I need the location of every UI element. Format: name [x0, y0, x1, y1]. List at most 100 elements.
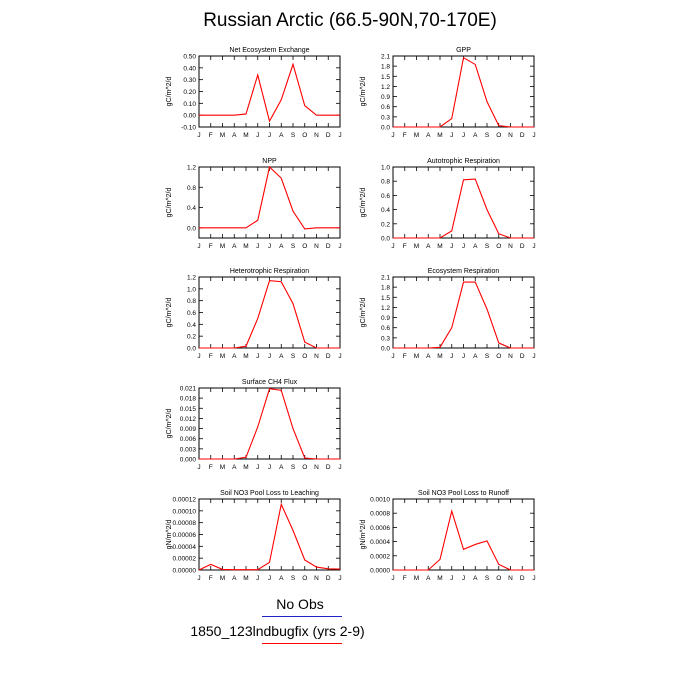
x-tick-label-npp: J	[338, 243, 341, 250]
legend-label-model: 1850_123lndbugfix (yrs 2-9)	[190, 623, 365, 639]
x-tick-label-nee: M	[220, 132, 225, 139]
x-tick-label-ar: A	[426, 243, 431, 250]
series-line-hr	[199, 279, 340, 349]
plot-frame-hr	[198, 276, 341, 349]
y-tick-label-er: 0.0	[381, 346, 390, 353]
plot-frame-er	[392, 276, 535, 349]
x-tick-label-gpp: J	[450, 132, 453, 139]
x-tick-label-no3runoff: N	[508, 575, 513, 582]
y-tick-label-hr: 1.0	[187, 286, 196, 293]
page-title: Russian Arctic (66.5-90N,70-170E)	[203, 10, 497, 31]
x-tick-label-ar: A	[473, 243, 478, 250]
y-axis-label-no3runoff: gN/m^2/d	[360, 520, 367, 550]
series-line-no3leach	[198, 502, 341, 571]
x-tick-label-no3runoff: S	[485, 575, 490, 582]
x-tick-label-er: A	[473, 353, 478, 360]
x-tick-label-er: M	[414, 353, 419, 360]
x-tick-label-gpp: J	[462, 132, 465, 139]
chart-title-hr: Heterotrophic Respiration	[230, 268, 309, 275]
x-tick-label-hr: J	[338, 353, 341, 360]
x-tick-label-ar: D	[520, 243, 525, 250]
y-tick-label-nee: 0.20	[183, 89, 196, 96]
x-tick-label-gpp: J	[391, 132, 394, 139]
x-tick-label-ar: F	[403, 243, 407, 250]
x-tick-label-nee: J	[268, 132, 271, 139]
x-tick-label-gpp: J	[532, 132, 535, 139]
x-tick-label-ar: N	[508, 243, 513, 250]
y-axis-label-gpp: gC/m^2/d	[360, 77, 367, 107]
x-tick-label-no3runoff: A	[473, 575, 478, 582]
x-tick-label-ar: O	[496, 243, 501, 250]
y-tick-label-npp: 1.2	[187, 165, 196, 172]
x-tick-label-npp: J	[256, 243, 259, 250]
y-tick-label-hr: 1.2	[187, 275, 196, 282]
x-tick-label-gpp: O	[496, 132, 501, 139]
x-tick-label-ch4: O	[302, 464, 307, 471]
x-tick-label-ch4: A	[279, 464, 284, 471]
x-tick-label-npp: O	[302, 243, 307, 250]
x-tick-label-no3runoff: M	[437, 575, 442, 582]
plot-frame-ar	[392, 166, 535, 239]
y-tick-label-er: 2.1	[381, 275, 390, 282]
y-tick-label-gpp: 0.3	[381, 114, 390, 121]
y-tick-label-er: 1.5	[381, 295, 390, 302]
x-tick-label-nee: J	[197, 132, 200, 139]
x-tick-label-hr: J	[197, 353, 200, 360]
y-tick-label-no3runoff: 0.0000	[370, 568, 390, 575]
chart-title-nee: Net Ecosystem Exchange	[229, 47, 309, 54]
chart-title-no3runoff: Soil NO3 Pool Loss to Runoff	[418, 490, 509, 497]
plot-frame-gpp	[392, 55, 535, 128]
y-tick-label-nee: -0.10	[181, 125, 196, 132]
x-tick-label-er: S	[485, 353, 490, 360]
x-tick-label-npp: M	[243, 243, 248, 250]
series-line-er	[393, 281, 534, 349]
x-tick-label-npp: F	[209, 243, 213, 250]
y-axis-label-ch4: gC/m^2/d	[166, 409, 173, 439]
x-tick-label-hr: J	[256, 353, 259, 360]
x-tick-label-gpp: S	[485, 132, 490, 139]
x-tick-label-ch4: J	[197, 464, 200, 471]
x-tick-label-no3leach: A	[279, 575, 284, 582]
x-tick-label-npp: S	[291, 243, 296, 250]
x-tick-label-nee: M	[243, 132, 248, 139]
x-tick-label-no3runoff: M	[414, 575, 419, 582]
legend-label-obs: No Obs	[276, 596, 324, 612]
y-tick-label-no3runoff: 0.0010	[370, 497, 390, 504]
x-tick-label-nee: S	[291, 132, 296, 139]
x-tick-label-hr: M	[220, 353, 225, 360]
x-tick-label-ch4: J	[268, 464, 271, 471]
y-tick-label-hr: 0.0	[187, 346, 196, 353]
x-tick-label-nee: J	[338, 132, 341, 139]
x-tick-label-no3runoff: F	[403, 575, 407, 582]
plot-frame-ch4	[198, 387, 341, 460]
x-tick-label-ar: J	[391, 243, 394, 250]
y-tick-label-no3runoff: 0.0002	[370, 553, 390, 560]
x-tick-label-hr: A	[279, 353, 284, 360]
x-tick-label-gpp: A	[473, 132, 478, 139]
x-tick-label-no3runoff: J	[532, 575, 535, 582]
y-tick-label-no3leach: 0.00010	[173, 508, 197, 515]
y-axis-label-ar: gC/m^2/d	[360, 188, 367, 218]
y-tick-label-ch4: 0.003	[180, 446, 197, 453]
x-tick-label-nee: O	[302, 132, 307, 139]
y-tick-label-hr: 0.8	[187, 298, 196, 305]
x-tick-label-no3leach: M	[220, 575, 225, 582]
x-tick-label-no3runoff: O	[496, 575, 501, 582]
x-tick-label-ch4: N	[314, 464, 319, 471]
legend-line-model	[262, 643, 342, 644]
x-tick-label-gpp: M	[414, 132, 419, 139]
x-tick-label-no3leach: F	[209, 575, 213, 582]
y-tick-label-er: 0.3	[381, 335, 390, 342]
x-tick-label-npp: D	[326, 243, 331, 250]
chart-title-gpp: GPP	[456, 47, 471, 54]
x-tick-label-hr: S	[291, 353, 296, 360]
x-tick-label-ch4: M	[243, 464, 248, 471]
y-tick-label-gpp: 0.6	[381, 104, 390, 111]
x-tick-label-er: F	[403, 353, 407, 360]
x-tick-label-nee: F	[209, 132, 213, 139]
x-tick-label-hr: M	[243, 353, 248, 360]
x-tick-label-ch4: J	[338, 464, 341, 471]
y-tick-label-nee: 0.50	[183, 54, 196, 61]
y-tick-label-no3leach: 0.00006	[173, 532, 197, 539]
x-tick-label-ar: J	[462, 243, 465, 250]
